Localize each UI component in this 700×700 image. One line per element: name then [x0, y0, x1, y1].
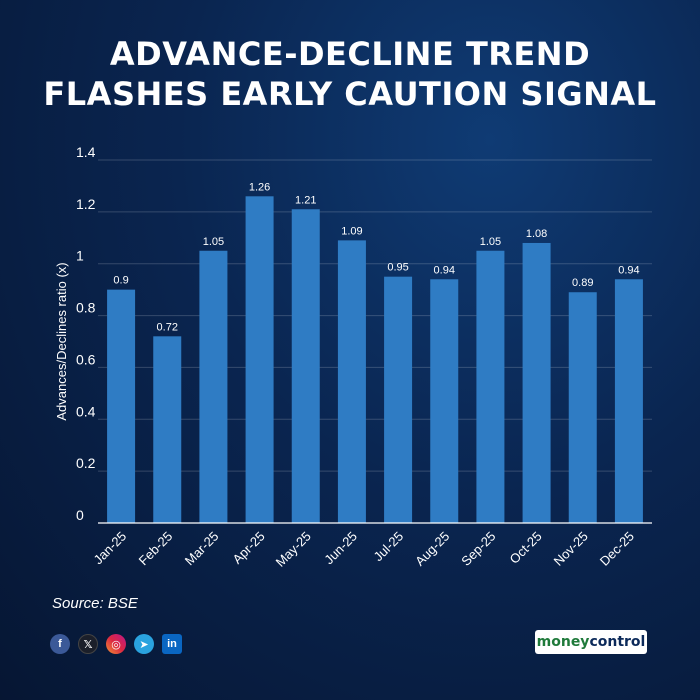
bar [476, 250, 505, 523]
bar [522, 242, 551, 523]
y-tick-label: 0.8 [76, 300, 96, 316]
data-label: 1.21 [295, 194, 316, 206]
linkedin-icon[interactable]: in [162, 634, 182, 654]
instagram-icon[interactable]: ◎ [106, 634, 126, 654]
y-axis-label: Advances/Declines ratio (x) [54, 262, 69, 420]
y-tick-label: 0.2 [76, 455, 96, 471]
x-tick-label: Sep-25 [458, 529, 498, 569]
y-tick-label: 0 [76, 507, 84, 523]
x-tick-label: Jul-25 [371, 529, 407, 565]
source-note: Source: BSE [52, 595, 138, 612]
chart-title: ADVANCE-DECLINE TREND FLASHES EARLY CAUT… [0, 34, 700, 114]
data-label: 0.95 [387, 262, 408, 274]
x-tick-label: Feb-25 [136, 529, 176, 569]
data-label: 0.72 [157, 321, 178, 333]
bar-chart: 0 0.2 0.4 0.6 0.8 1 1.2 1.4 Advances/Declines ra… [54, 144, 643, 570]
data-label: 1.05 [203, 236, 224, 248]
data-label: 0.94 [618, 264, 639, 276]
social-links: f 𝕏 ◎ ➤ in [50, 634, 182, 654]
bar [568, 292, 597, 523]
bar [245, 196, 274, 524]
x-icon[interactable]: 𝕏 [78, 634, 98, 654]
bar [614, 279, 643, 523]
data-label: 1.05 [480, 236, 501, 248]
data-label: 1.26 [249, 181, 270, 193]
y-tick-label: 0.4 [76, 403, 96, 419]
y-tick-label: 0.6 [76, 351, 96, 367]
moneycontrol-logo: money control [535, 630, 647, 654]
bar [153, 336, 182, 523]
bar [430, 279, 459, 523]
title-line-1: ADVANCE-DECLINE TREND [109, 35, 591, 73]
data-label: 0.94 [434, 264, 455, 276]
y-tick-label: 1 [76, 248, 84, 264]
x-tick-label: Dec-25 [597, 529, 637, 569]
brand-part-2: control [589, 634, 646, 650]
data-label: 1.08 [526, 228, 547, 240]
x-tick-label: Mar-25 [182, 529, 222, 569]
y-tick-label: 1.2 [76, 196, 96, 212]
x-tick-label: Apr-25 [229, 529, 267, 567]
bar [291, 209, 320, 523]
x-tick-label: Jun-25 [321, 529, 360, 568]
x-tick-label: May-25 [273, 529, 314, 570]
brand-part-1: money [536, 634, 590, 650]
x-tick-label: Nov-25 [551, 529, 591, 569]
bar [107, 289, 136, 523]
bar [199, 250, 228, 523]
telegram-icon[interactable]: ➤ [134, 634, 154, 654]
data-label: 0.89 [572, 277, 593, 289]
data-label: 1.09 [341, 225, 362, 237]
bar [384, 276, 413, 523]
title-line-2: FLASHES EARLY CAUTION SIGNAL [43, 75, 657, 113]
x-tick-label: Jan-25 [90, 529, 129, 568]
x-tick-label: Oct-25 [507, 529, 545, 567]
data-label: 0.9 [113, 275, 128, 287]
y-tick-label: 1.4 [76, 144, 96, 160]
bar [337, 240, 366, 523]
x-tick-label: Aug-25 [412, 529, 452, 569]
facebook-icon[interactable]: f [50, 634, 70, 654]
